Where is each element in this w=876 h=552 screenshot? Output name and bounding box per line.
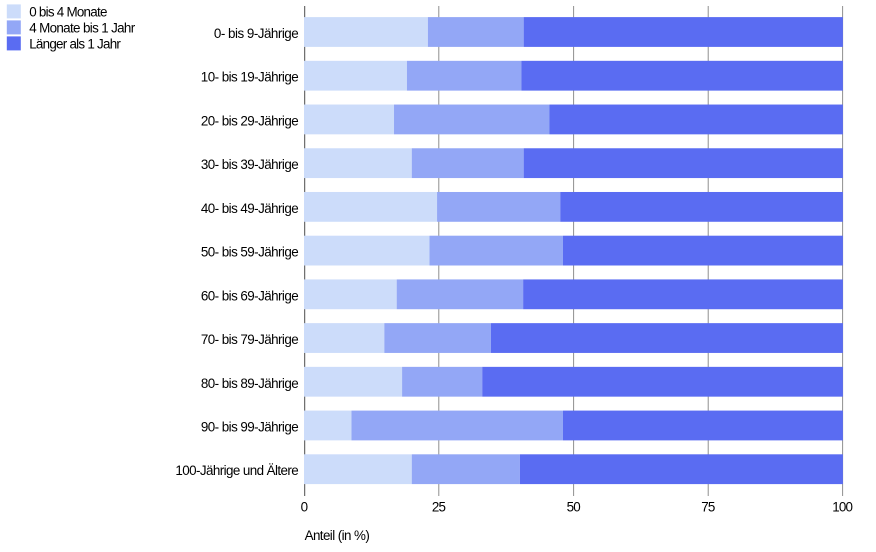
svg-text:20- bis 29-Jährige: 20- bis 29-Jährige: [201, 113, 299, 128]
svg-text:Länger als 1 Jahr: Länger als 1 Jahr: [29, 37, 121, 52]
svg-text:40- bis 49-Jährige: 40- bis 49-Jährige: [201, 201, 299, 216]
svg-text:25: 25: [432, 499, 446, 514]
svg-text:50: 50: [567, 499, 581, 514]
svg-text:30- bis 39-Jährige: 30- bis 39-Jährige: [201, 157, 299, 172]
svg-text:100-Jährige und Ältere: 100-Jährige und Ältere: [175, 463, 298, 478]
svg-text:80- bis 89-Jährige: 80- bis 89-Jährige: [201, 376, 299, 391]
svg-text:0: 0: [301, 499, 308, 514]
svg-text:100: 100: [832, 499, 853, 514]
svg-text:90- bis 99-Jährige: 90- bis 99-Jährige: [201, 420, 299, 435]
svg-text:0- bis 9-Jährige: 0- bis 9-Jährige: [214, 26, 299, 41]
svg-text:0 bis 4 Monate: 0 bis 4 Monate: [29, 5, 107, 20]
svg-text:50- bis 59-Jährige: 50- bis 59-Jährige: [201, 245, 299, 260]
svg-text:60- bis 69-Jährige: 60- bis 69-Jährige: [201, 288, 299, 303]
svg-text:70- bis 79-Jährige: 70- bis 79-Jährige: [201, 332, 299, 347]
svg-text:Anteil (in %): Anteil (in %): [305, 528, 370, 543]
svg-text:10- bis 19-Jährige: 10- bis 19-Jährige: [201, 70, 299, 85]
svg-text:75: 75: [701, 499, 715, 514]
svg-text:4 Monate bis 1 Jahr: 4 Monate bis 1 Jahr: [29, 21, 136, 36]
